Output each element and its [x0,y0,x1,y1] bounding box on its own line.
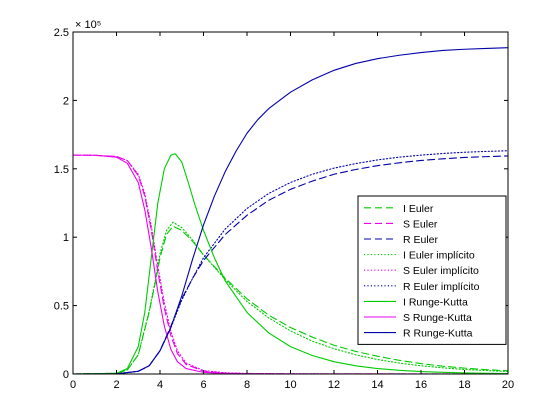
legend-entry-label: S Euler implícito [403,265,479,277]
legend-entry-label: S Euler [403,218,438,230]
x-tick-label: 16 [415,379,427,391]
series-line-8 [72,47,509,375]
legend: I Euler S Euler R Euler I Euler implícito S … [357,195,507,345]
legend-entry-label: R Euler implícito [403,281,480,293]
y-tick-label: 1.5 [54,164,69,176]
legend-entry-label: S Runge-Kutta [403,312,472,324]
y-tick-label: 1 [63,232,69,244]
series-line-6 [72,153,509,375]
y-tick-label: 0.5 [54,301,69,313]
x-tick-label: 20 [502,379,514,391]
x-tick-label: 10 [284,379,296,391]
x-tick-label: 2 [113,379,119,391]
y-tick-label: 0 [63,369,69,381]
x-tick-label: 6 [200,379,206,391]
legend-entry-label: I Euler implícito [403,250,475,262]
y-tick-label: 2 [63,95,69,107]
x-tick-label: 8 [244,379,250,391]
legend-box [357,195,507,345]
x-tick-label: 0 [70,379,76,391]
legend-entry-label: R Euler [403,234,439,246]
y-tick-label: 2.5 [54,27,69,39]
series-line-4 [72,154,509,375]
x-tick-label: 12 [328,379,340,391]
legend-entry-label: R Runge-Kutta [403,328,473,340]
x-tick-label: 18 [458,379,470,391]
x-axis: 0 2 4 6 8 10 12 14 16 18 20 [70,32,514,391]
legend-entry-label: I Runge-Kutta [403,296,468,308]
y-axis-exponent-label: × 10⁵ [75,19,101,31]
legend-entry-label: I Euler [403,203,434,215]
y-axis: 0 0.5 1 1.5 2 2.5 [54,27,508,381]
x-tick-label: 4 [157,379,163,391]
x-tick-label: 14 [371,379,383,391]
